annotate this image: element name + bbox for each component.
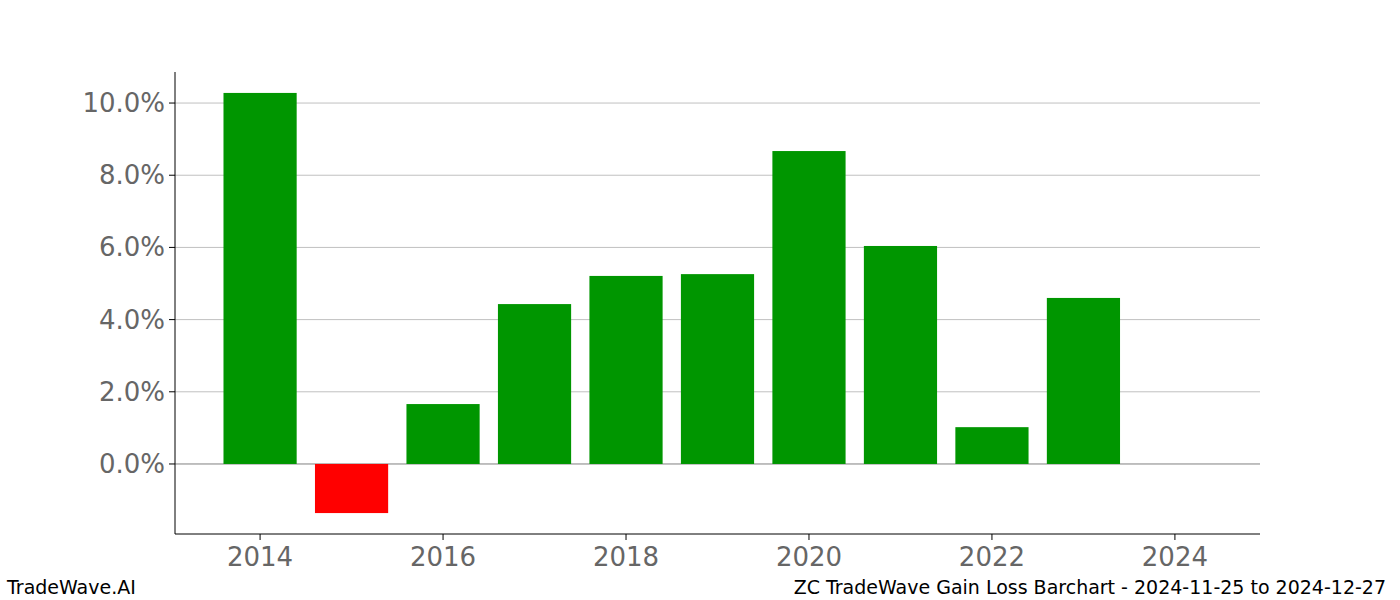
y-tick-label: 10.0% [82,88,165,118]
grid-line [175,247,1260,248]
y-tick-label: 4.0% [99,305,165,335]
bar [406,404,479,464]
y-tick [169,103,175,104]
x-tick-label: 2016 [410,542,476,572]
y-tick [169,319,175,320]
y-tick-label: 6.0% [99,232,165,262]
x-axis [175,534,1260,535]
x-tick [443,534,444,540]
y-axis [175,72,176,534]
y-tick-label: 2.0% [99,377,165,407]
watermark: TradeWave.AI [6,576,136,598]
bar [1047,298,1120,464]
x-tick [626,534,627,540]
y-tick-label: 0.0% [99,449,165,479]
x-tick-label: 2024 [1142,542,1208,572]
x-tick-label: 2020 [776,542,842,572]
bar [955,427,1028,464]
title: ZC TradeWave Gain Loss Barchart - 2024-1… [794,576,1386,598]
y-tick-label: 8.0% [99,160,165,190]
y-tick [169,175,175,176]
grid-line [175,103,1260,104]
y-tick [169,391,175,392]
x-tick-label: 2014 [227,542,293,572]
x-tick [260,534,261,540]
bars [223,93,1120,513]
bar [864,246,937,464]
grid-line [175,175,1260,176]
bar [498,304,571,464]
bar [772,151,845,464]
bar [223,93,296,464]
x-tick-label: 2022 [959,542,1025,572]
x-tick-label: 2018 [593,542,659,572]
y-tick [169,463,175,464]
chart: 0.0% 2.0% 4.0% 6.0% 8.0% 10.0% 2014 2016 2018 202… [0,0,1400,600]
bar [589,276,662,464]
x-tick [991,534,992,540]
x-tick [1174,534,1175,540]
bar [681,274,754,464]
x-tick [808,534,809,540]
bar [315,464,388,513]
y-tick [169,247,175,248]
